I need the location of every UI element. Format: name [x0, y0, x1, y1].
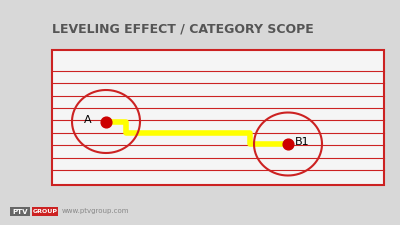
- FancyBboxPatch shape: [10, 207, 30, 216]
- Text: PTV: PTV: [12, 209, 28, 214]
- Text: www.ptvgroup.com: www.ptvgroup.com: [62, 209, 130, 214]
- Text: LEVELING EFFECT / CATEGORY SCOPE: LEVELING EFFECT / CATEGORY SCOPE: [52, 23, 314, 36]
- FancyBboxPatch shape: [32, 207, 58, 216]
- Text: GROUP: GROUP: [32, 209, 58, 214]
- Point: [285, 142, 291, 146]
- FancyBboxPatch shape: [52, 50, 384, 184]
- Text: A: A: [84, 115, 92, 125]
- Point: [103, 120, 109, 123]
- Text: B1: B1: [295, 137, 310, 147]
